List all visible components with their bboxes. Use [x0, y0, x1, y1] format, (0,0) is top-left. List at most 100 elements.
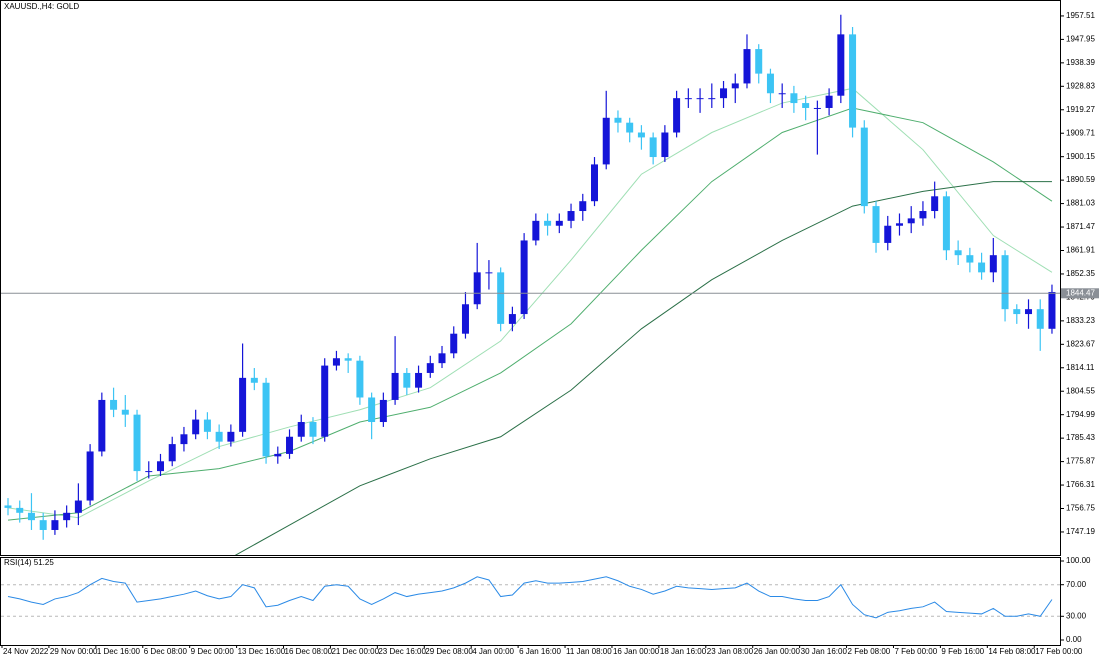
x-tick-label: 14 Feb 08:00 [988, 647, 1036, 656]
x-tick-label: 23 Dec 16:00 [378, 647, 426, 656]
x-tick-label: 7 Feb 00:00 [894, 647, 937, 656]
x-tick-label: 30 Jan 16:00 [801, 647, 848, 656]
x-tick-label: 2 Feb 08:00 [848, 647, 891, 656]
candle-body [332, 358, 340, 366]
candle-body [731, 83, 739, 89]
candle-body [74, 500, 82, 513]
candle-body [110, 399, 118, 410]
candle-body [919, 211, 927, 219]
rsi [7, 576, 1053, 619]
candle-body [51, 520, 59, 530]
y-tick-label: 1909.71 [1066, 128, 1095, 137]
candle-body [872, 206, 880, 243]
candle-body [661, 132, 669, 158]
candle-body [1025, 309, 1033, 315]
candle-body [121, 409, 129, 415]
y-tick-label: 70.00 [1066, 580, 1087, 589]
candle-body [931, 196, 939, 212]
y-tick-label: 1747.19 [1066, 527, 1095, 536]
candle-body [567, 211, 575, 221]
candle-body [790, 93, 798, 104]
candle-body [813, 107, 821, 109]
y-tick-label: 1947.95 [1066, 35, 1095, 44]
candle-body [227, 431, 235, 442]
candle-body [274, 453, 282, 457]
y-tick-label: 1938.39 [1066, 58, 1095, 67]
candle-body [614, 117, 622, 123]
candle-body [673, 98, 681, 133]
candle-body [63, 512, 71, 521]
candle-body [802, 103, 810, 108]
x-tick-label: 21 Dec 00:00 [331, 647, 379, 656]
candle-body [309, 422, 317, 437]
candle-body [426, 363, 434, 373]
x-tick-label: 4 Jan 00:00 [472, 647, 514, 656]
x-tick-label: 29 Nov 00:00 [50, 647, 98, 656]
moving-average [7, 107, 1053, 521]
candle-body [4, 505, 12, 508]
main-frame [0, 0, 1061, 556]
candle-body [262, 382, 270, 457]
candle-body [86, 451, 94, 501]
candle-body [626, 122, 634, 133]
candle-body [485, 272, 493, 274]
candle-body [602, 117, 610, 165]
y-tick-label: 1794.99 [1066, 410, 1095, 419]
candle-body [438, 353, 446, 364]
candle-body [895, 223, 903, 226]
candle-body [743, 49, 751, 84]
moving-average [234, 181, 1052, 555]
x-tick-label: 9 Feb 16:00 [941, 647, 984, 656]
candle-body [391, 372, 399, 400]
candle-body [356, 360, 364, 398]
candles [4, 14, 1056, 555]
candle-body [708, 98, 716, 100]
x-tick-label: 11 Jan 08:00 [566, 647, 612, 656]
y-tick-label: 1890.59 [1066, 175, 1095, 184]
candle-body [16, 507, 24, 513]
candle-body [286, 436, 294, 454]
candle-body [720, 88, 728, 99]
y-tick-label: 30.00 [1066, 611, 1087, 620]
y-tick-label: 1900.15 [1066, 152, 1095, 161]
candle-body [215, 431, 223, 442]
y-tick-label: 1861.91 [1066, 246, 1095, 255]
rsi-title: RSI(14) 51.25 [4, 558, 54, 567]
candle-body [344, 358, 352, 361]
candle-body [379, 399, 387, 423]
candle-body [415, 372, 423, 388]
candle-body [555, 220, 563, 226]
y-tick-label: 1804.55 [1066, 386, 1095, 395]
candle-body [203, 419, 211, 432]
candle-body [837, 34, 845, 96]
candle-body [1013, 309, 1021, 315]
candle-body [450, 333, 458, 354]
price-label-bg [1061, 288, 1099, 299]
candle-body [579, 201, 587, 212]
y-tick-label: 1919.27 [1066, 105, 1095, 114]
x-tick-label: 16 Jan 00:00 [613, 647, 660, 656]
candle-body [954, 250, 962, 256]
x-tick-label: 17 Feb 00:00 [1035, 647, 1083, 656]
candle-body [368, 397, 376, 423]
candle-body [1048, 291, 1056, 329]
rsi-frame [0, 557, 1061, 646]
candle-body [461, 304, 469, 334]
candle-body [27, 512, 35, 521]
candle-body [168, 444, 176, 462]
candle-body [942, 196, 950, 251]
candle-body [778, 93, 786, 95]
candle-body [1036, 309, 1044, 329]
candle-body [684, 98, 692, 100]
y-tick-label: 1957.51 [1066, 11, 1095, 20]
x-tick-label: 6 Jan 16:00 [519, 647, 561, 656]
candle-body [473, 272, 481, 305]
candle-body [508, 314, 516, 324]
plot [1, 14, 1060, 619]
candle-body [497, 272, 505, 324]
candle-body [180, 434, 188, 445]
candle-body [39, 520, 47, 530]
candle-body [1001, 255, 1009, 310]
y-tick-label: 1785.43 [1066, 433, 1095, 442]
